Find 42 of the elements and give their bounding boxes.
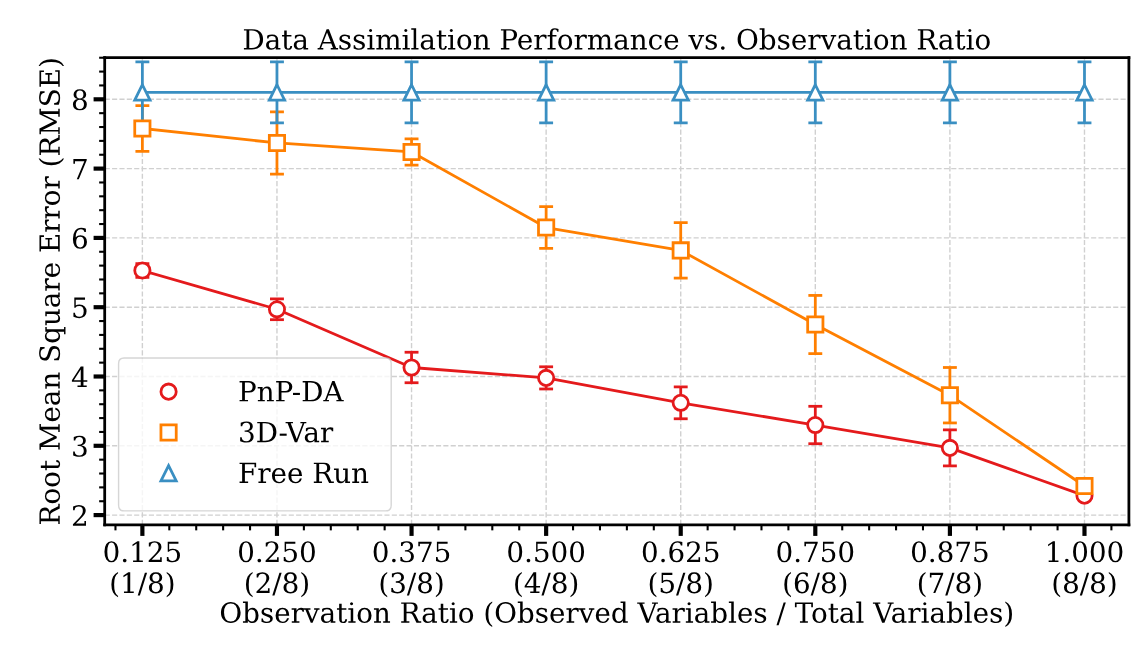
point: [537, 83, 556, 102]
point: [133, 83, 152, 102]
x-axis-title: Observation Ratio (Observed Variables / Total Variables): [220, 601, 1012, 627]
point: [940, 83, 959, 102]
y-tick-label: 5: [73, 297, 87, 319]
point: [133, 119, 152, 138]
y-axis-title: Root Mean Square Error (RMSE): [38, 59, 66, 524]
y-tick-label: 2: [72, 505, 86, 526]
x-tick-label: 0.250 (2/8): [239, 541, 315, 598]
point: [267, 133, 286, 152]
point: [671, 241, 690, 260]
x-tick-label: 0.125 (1/8): [104, 541, 180, 598]
point: [806, 415, 825, 435]
point: [402, 142, 421, 161]
legend-label: 3D-Var: [240, 421, 334, 443]
point: [806, 315, 825, 334]
legend-label: PnP-DA: [239, 381, 344, 402]
point: [537, 218, 556, 237]
point: [671, 393, 690, 412]
x-tick-label: 1.000 (8/8): [1048, 541, 1123, 598]
y-tick-label: 6: [72, 227, 87, 249]
x-tick-label: 0.875 (7/8): [911, 541, 988, 598]
point: [671, 83, 690, 102]
point: [806, 83, 825, 102]
x-tick-label: 0.750 (6/8): [777, 541, 854, 598]
chart-title: Data Assimilation Performance vs. Observation Ratio: [243, 28, 990, 50]
point: [537, 368, 556, 387]
point: [1075, 83, 1094, 102]
y-tick-label: 8: [72, 89, 87, 111]
point: [940, 438, 959, 457]
x-tick-label: 0.625 (5/8): [642, 541, 719, 598]
y-tick-label: 3: [73, 435, 87, 457]
y-tick-label: 4: [71, 366, 88, 388]
x-tick-label: 0.500 (4/8): [508, 541, 585, 598]
point: [402, 358, 421, 377]
x-tick-label: 0.375 (3/8): [373, 541, 450, 598]
point: [267, 83, 286, 102]
legend-label: Free Run: [239, 462, 369, 484]
point: [402, 83, 421, 102]
y-tick-label: 7: [73, 158, 87, 180]
point: [1075, 476, 1094, 496]
point: [940, 386, 959, 405]
